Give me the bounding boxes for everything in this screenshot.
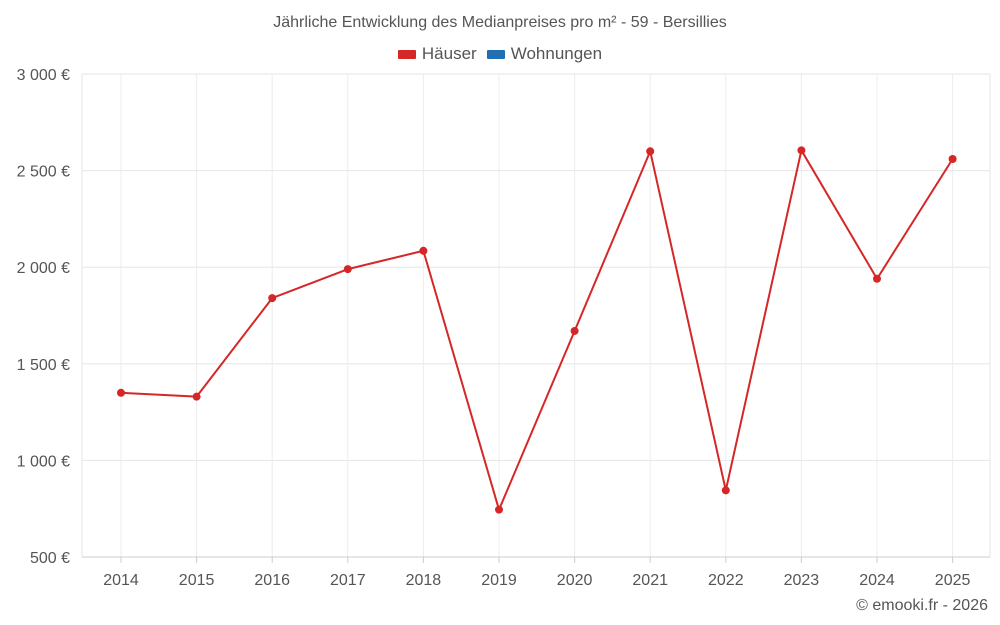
- y-tick-label: 500 €: [30, 550, 70, 567]
- credit-text: © emooki.fr - 2026: [856, 597, 988, 614]
- y-tick-label: 1 000 €: [17, 453, 70, 470]
- series-line-0: [120, 149, 954, 511]
- x-tick-label: 2016: [254, 572, 290, 589]
- data-point[interactable]: [570, 326, 579, 335]
- y-tick-label: 2 500 €: [17, 164, 70, 181]
- legend-swatch-haeuser: [397, 49, 416, 59]
- legend-swatch-wohnungen: [486, 49, 505, 59]
- x-tick-label: 2019: [481, 572, 517, 589]
- chart-title: Jährliche Entwicklung des Medianpreises …: [273, 14, 727, 31]
- data-point[interactable]: [495, 505, 503, 514]
- data-point[interactable]: [721, 486, 730, 495]
- legend-label-wohnungen: Wohnungen: [510, 44, 603, 63]
- data-point[interactable]: [117, 388, 125, 397]
- data-point[interactable]: [646, 147, 655, 156]
- x-tick-label: 2022: [708, 572, 744, 589]
- data-point[interactable]: [192, 392, 201, 401]
- legend-label-haeuser: Häuser: [421, 44, 477, 63]
- legend-item-haeuser[interactable]: Häuser: [397, 44, 477, 64]
- axis-layer: 500 € 1 000 € 1 500 € 2 000 € 2 500 € 3 000 €…: [17, 67, 990, 589]
- x-tick-label: 2015: [179, 572, 215, 589]
- y-tick-label: 1 500 €: [17, 357, 70, 374]
- data-point[interactable]: [797, 146, 806, 155]
- data-point[interactable]: [268, 294, 277, 303]
- series-layer: [117, 146, 957, 514]
- x-tick-label: 2025: [935, 572, 971, 589]
- x-tick-label: 2017: [330, 572, 366, 589]
- x-tick-label: 2014: [103, 572, 139, 589]
- x-tick-label: 2021: [632, 572, 668, 589]
- x-tick-label: 2018: [406, 572, 442, 589]
- data-point[interactable]: [343, 265, 352, 274]
- x-tick-label: 2023: [784, 572, 820, 589]
- y-tick-label: 3 000 €: [17, 67, 70, 84]
- legend-item-wohnungen[interactable]: Wohnungen: [486, 44, 603, 64]
- y-tick-label: 2 000 €: [17, 260, 70, 277]
- data-point[interactable]: [948, 155, 957, 164]
- data-point[interactable]: [419, 246, 428, 255]
- legend: Häuser Wohnungen: [0, 44, 1000, 64]
- x-tick-label: 2020: [557, 572, 593, 589]
- x-tick-label: 2024: [859, 572, 895, 589]
- grid-layer: [81, 73, 991, 558]
- data-point[interactable]: [873, 274, 881, 283]
